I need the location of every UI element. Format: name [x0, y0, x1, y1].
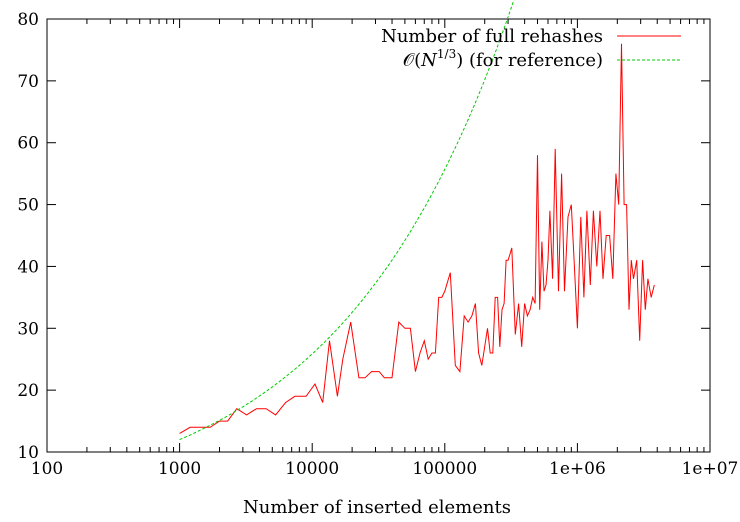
plot-frame — [46, 18, 711, 453]
y-tick-label: 40 — [17, 257, 39, 277]
series-lines — [179, 0, 655, 441]
legend-label-reference: 𝒪(N1/3) (for reference) — [403, 47, 603, 71]
x-tick-label: 1e+07 — [682, 459, 739, 479]
y-tick-label: 80 — [17, 10, 39, 30]
x-tick-label: 1000 — [158, 459, 201, 479]
legend-suffix: (for reference) — [463, 50, 603, 71]
legend-close-paren: ) — [456, 50, 463, 71]
ticks: 100 1000 10000 100000 1e+06 1e+07 10 20 30 40 50 60… — [17, 10, 738, 479]
y-tick-label: 10 — [17, 443, 39, 463]
y-tick-label: 20 — [17, 381, 39, 401]
x-tick-label: 1e+06 — [549, 459, 606, 479]
x-axis-title: Number of inserted elements — [243, 497, 511, 518]
series-line-rehashes — [179, 43, 655, 434]
legend-label-rehashes: Number of full rehashes — [381, 26, 603, 47]
x-tick-label: 100000 — [412, 459, 477, 479]
axes — [46, 18, 711, 453]
y-tick-label: 70 — [17, 72, 39, 92]
x-tick-label: 100 — [31, 459, 63, 479]
y-tick-label: 30 — [17, 319, 39, 339]
y-tick-label: 60 — [17, 134, 39, 154]
legend-o-symbol: 𝒪 — [403, 50, 416, 71]
legend-exponent: 1/3 — [437, 47, 456, 61]
series-line-reference — [179, 0, 515, 441]
y-tick-label: 50 — [17, 196, 39, 216]
x-tick-label: 10000 — [285, 459, 339, 479]
legend-open-paren: ( — [414, 50, 421, 71]
legend-n-symbol: N — [420, 50, 438, 71]
legend: Number of full rehashes 𝒪(N1/3) (for ref… — [381, 26, 681, 71]
